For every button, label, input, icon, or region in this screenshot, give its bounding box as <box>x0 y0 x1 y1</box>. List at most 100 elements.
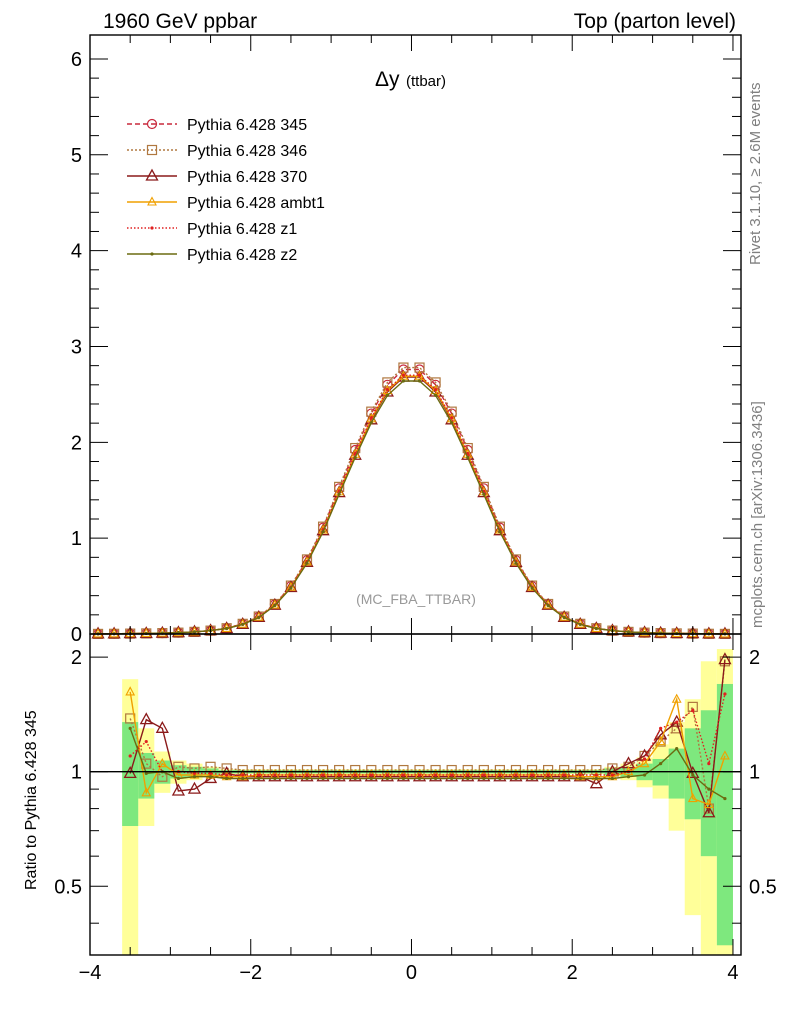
ratio-series-2 <box>123 652 732 818</box>
ratio-point-4-11 <box>289 773 293 777</box>
main-point-3-40 <box>718 626 732 639</box>
ratio-point-2-30 <box>589 776 603 789</box>
main-plot-panel: 0 1 2 3 4 5 6 Δy (ttbar) (MC_FBA_TTBAR) Pythia… <box>71 34 742 646</box>
legend-label-5: Pythia 6.428 z1 <box>187 221 297 238</box>
ratio-frame <box>89 633 742 956</box>
ratio-point-4-17 <box>385 773 389 777</box>
ratio-point-4-19 <box>417 773 422 777</box>
main-point-3-6 <box>171 625 186 638</box>
ratio-line-5 <box>129 728 726 800</box>
ratio-point-5-33 <box>642 773 647 777</box>
ratio-point-3-32 <box>623 766 634 776</box>
main-point-6-15 <box>321 530 325 534</box>
ratio-ytick-label-right: 2 <box>749 647 760 669</box>
ratio-point-4-2 <box>144 739 148 744</box>
ratio-series-3 <box>125 686 730 809</box>
ratio-point-4-18 <box>401 773 406 777</box>
ratio-point-4-14 <box>337 773 341 777</box>
ratio-point-4-24 <box>498 773 502 777</box>
main-point-6-12 <box>273 603 277 608</box>
ratio-point-5-12 <box>305 776 309 781</box>
ratio-point-4-13 <box>321 773 325 777</box>
ratio-point-3-33 <box>639 757 650 768</box>
main-point-4-22 <box>430 384 441 395</box>
ratio-point-4-7 <box>225 773 229 777</box>
main-point-5-23 <box>450 416 454 420</box>
plot-title: Δy <box>375 68 400 91</box>
main-point-4-40 <box>720 628 730 638</box>
legend-entry-3: Pythia 6.428 370 <box>127 168 307 186</box>
main-point-6-29 <box>546 603 550 608</box>
ratio-point-3-36 <box>687 792 698 803</box>
legend-marker-1 <box>146 118 158 130</box>
main-point-6-20 <box>401 379 406 383</box>
ratio-point-3-1 <box>125 686 136 696</box>
main-line-6 <box>97 380 725 635</box>
ratio-point-4-9 <box>257 773 261 777</box>
ratio-point-3-35 <box>671 693 682 703</box>
ratio-point-5-34 <box>659 762 663 766</box>
ratio-point-5-18 <box>401 776 406 781</box>
ratio-point-3-2 <box>141 787 152 797</box>
ratio-point-4-37 <box>707 762 711 766</box>
ratio-point-4-26 <box>530 773 534 777</box>
main-ytick-label: 2 <box>71 432 82 454</box>
ratio-point-5-31 <box>610 776 615 781</box>
ratio-point-5-6 <box>208 775 213 779</box>
ratio-point-5-21 <box>450 776 454 781</box>
main-point-6-23 <box>450 421 454 425</box>
analysis-watermark: (MC_FBA_TTBAR) <box>356 591 476 607</box>
main-point-3-1 <box>91 626 105 639</box>
ratio-point-2-2 <box>139 712 153 725</box>
band-inner-14 <box>700 710 717 857</box>
ratio-point-4-33 <box>642 757 647 761</box>
ratio-point-4-23 <box>482 773 486 777</box>
main-point-6-14 <box>305 561 309 565</box>
ratio-point-3-34 <box>655 735 666 746</box>
main-point-3-2 <box>107 626 121 639</box>
ratio-point-5-38 <box>723 796 727 801</box>
main-point-6-9 <box>225 626 229 631</box>
main-point-6-28 <box>530 586 534 590</box>
legend-marker-2 <box>146 144 158 156</box>
ratio-series-1 <box>125 656 731 814</box>
ratio-ytick-label-left: 1 <box>71 762 82 784</box>
legend: Pythia 6.428 345 Pythia 6.428 346 Pythia 6… <box>127 117 325 264</box>
ratio-point-2-3 <box>155 720 169 733</box>
main-series-6 <box>96 379 727 636</box>
main-point-6-32 <box>594 626 598 631</box>
main-point-6-22 <box>433 393 438 397</box>
main-point-6-31 <box>578 622 582 627</box>
main-point-4-2 <box>109 628 120 638</box>
header-left: 1960 GeV ppbar <box>103 10 257 33</box>
main-point-3-4 <box>139 626 153 639</box>
ratio-point-3-38 <box>720 750 730 760</box>
ratio-point-4-15 <box>353 773 357 777</box>
plot-title-suffix: (ttbar) <box>406 73 446 90</box>
main-point-6-34 <box>626 630 631 634</box>
main-point-5-21 <box>417 373 422 377</box>
ratio-point-5-17 <box>385 776 389 781</box>
main-point-4-19 <box>382 384 393 395</box>
main-ytick-label: 6 <box>71 49 82 71</box>
ratio-point-4-12 <box>305 773 309 777</box>
main-point-3-27 <box>509 554 523 567</box>
legend-marker-3 <box>145 168 159 181</box>
ratio-point-2-36 <box>686 766 700 779</box>
ratio-point-5-14 <box>337 776 341 781</box>
ratio-point-5-30 <box>594 776 598 781</box>
ratio-point-4-6 <box>208 771 213 775</box>
legend-label-6: Pythia 6.428 z2 <box>187 247 297 264</box>
ratio-series-4 <box>128 692 727 777</box>
legend-entry-1: Pythia 6.428 345 <box>127 117 307 134</box>
legend-entry-4: Pythia 6.428 ambt1 <box>127 195 325 212</box>
ratio-point-5-10 <box>273 776 277 781</box>
ratio-xtick-label: 4 <box>727 962 738 984</box>
ratio-point-5-5 <box>192 775 197 779</box>
ratio-series-5 <box>128 726 727 801</box>
ratio-point-2-37 <box>702 805 716 818</box>
ratio-point-5-27 <box>546 776 550 781</box>
main-point-6-17 <box>353 455 357 460</box>
legend-entry-5: Pythia 6.428 z1 <box>127 221 297 238</box>
ratio-point-2-35 <box>670 714 684 727</box>
